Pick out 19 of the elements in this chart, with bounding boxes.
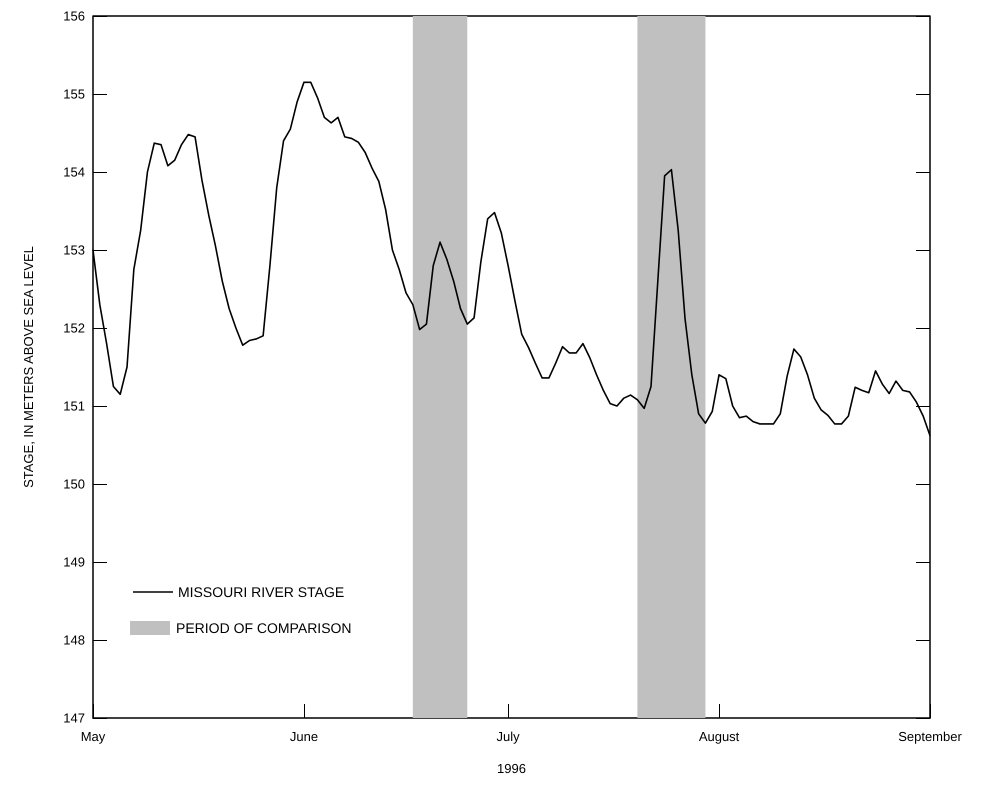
x-tick-label: September xyxy=(898,729,962,744)
x-tick-label: July xyxy=(496,729,520,744)
y-tick-label: 151 xyxy=(63,398,85,414)
x-axis-title: 1996 xyxy=(497,761,526,776)
annotation: PERIOD OF COMPARISON xyxy=(176,620,352,636)
y-tick-label: 148 xyxy=(63,632,85,648)
y-axis-title: STAGE, IN METERS ABOVE SEA LEVEL xyxy=(21,246,36,488)
x-tick-label: May xyxy=(80,729,106,744)
y-tick-label: 155 xyxy=(63,86,85,102)
y-tick-label: 147 xyxy=(63,710,85,726)
x-tick-label: June xyxy=(290,729,318,744)
y-tick-label: 149 xyxy=(63,554,85,570)
y-tick-label: 153 xyxy=(63,242,85,258)
legend-label: MISSOURI RIVER STAGE xyxy=(178,584,344,600)
y-tick-label: 156 xyxy=(63,8,85,24)
y-tick-label: 152 xyxy=(63,320,85,336)
y-tick-label: 150 xyxy=(63,476,85,492)
y-tick-label: 154 xyxy=(63,164,85,180)
x-tick-label: August xyxy=(698,729,740,744)
